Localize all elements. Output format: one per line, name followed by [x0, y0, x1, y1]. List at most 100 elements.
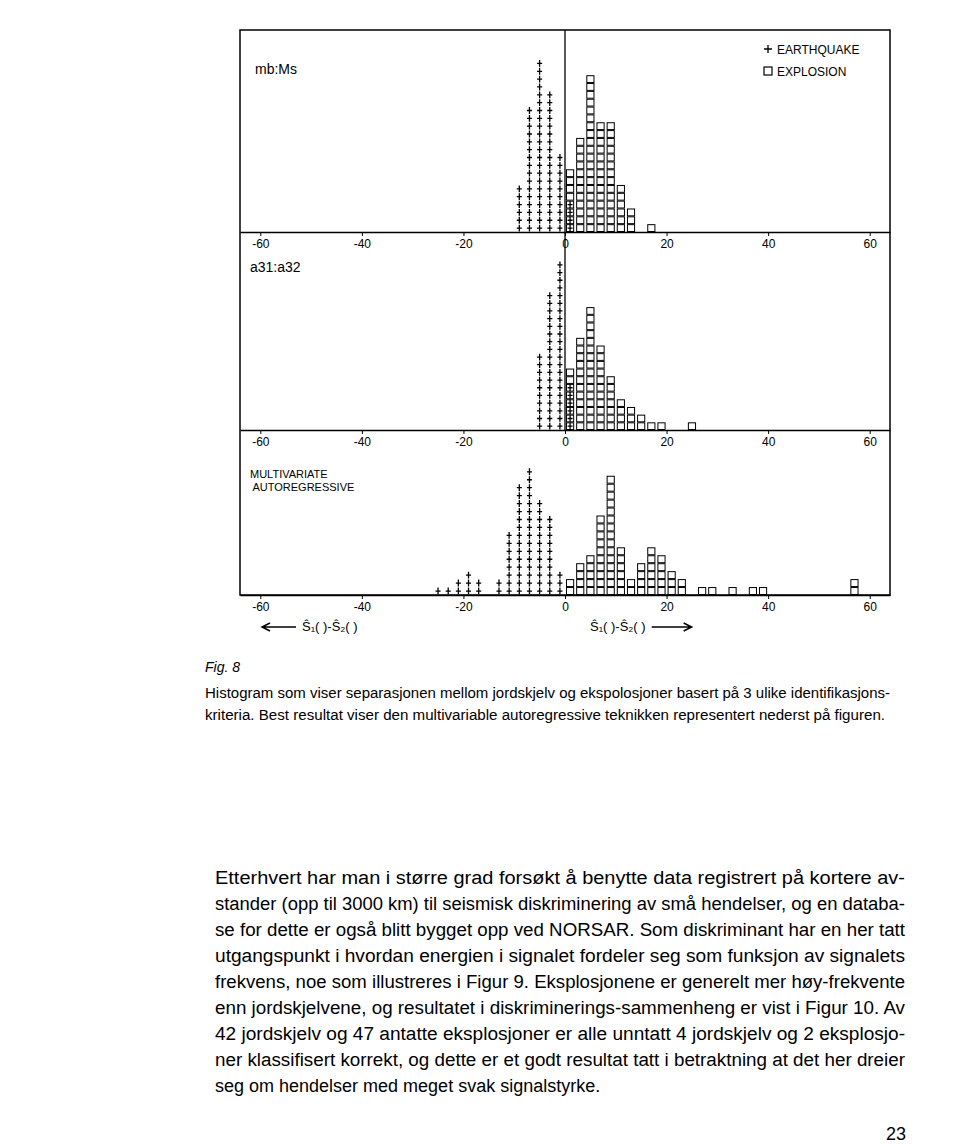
square-symbol — [617, 588, 624, 595]
tick-label: 40 — [762, 435, 776, 449]
plus-symbol — [517, 588, 522, 595]
body-line: utgangspunkt i hvordan energien i signal… — [215, 946, 905, 966]
square-symbol — [567, 423, 574, 430]
legend-label: EXPLOSION — [777, 65, 846, 79]
square-symbol — [567, 170, 574, 177]
square-symbol — [607, 123, 614, 130]
plus-symbol — [476, 588, 481, 595]
square-symbol — [567, 225, 574, 232]
square-symbol — [607, 492, 614, 499]
plus-symbol — [547, 572, 552, 579]
square-symbol — [607, 580, 614, 587]
square-symbol — [587, 354, 594, 361]
square-symbol — [567, 185, 574, 192]
square-symbol — [587, 146, 594, 153]
square-symbol — [587, 564, 594, 571]
plus-symbol — [527, 225, 532, 232]
plus-symbol — [547, 392, 552, 399]
histogram-bar — [658, 556, 665, 595]
plus-symbol — [557, 331, 562, 338]
tick-mark — [667, 232, 668, 236]
plus-symbol — [557, 400, 562, 407]
square-symbol — [607, 500, 614, 507]
square-symbol — [607, 407, 614, 414]
square-symbol — [617, 217, 624, 224]
plus-symbol — [537, 146, 542, 153]
body-line: se for dette er også blitt bygget opp ve… — [215, 920, 905, 940]
plus-symbol — [517, 540, 522, 547]
plus-symbol — [537, 217, 542, 224]
plus-symbol — [517, 564, 522, 571]
plus-symbol — [547, 315, 552, 322]
plus-symbol — [537, 508, 542, 515]
square-symbol — [587, 178, 594, 185]
histogram-bar — [557, 572, 562, 595]
square-symbol — [597, 170, 604, 177]
plus-symbol — [527, 178, 532, 185]
histogram-bar — [496, 580, 501, 595]
plus-symbol — [517, 556, 522, 563]
square-symbol — [587, 423, 594, 430]
square-symbol — [648, 564, 655, 571]
square-symbol — [587, 346, 594, 353]
plus-symbol — [527, 170, 532, 177]
square-symbol — [648, 556, 655, 563]
square-symbol — [607, 170, 614, 177]
tick-mark — [565, 430, 566, 434]
plus-symbol — [547, 369, 552, 376]
square-symbol — [577, 225, 584, 232]
square-symbol — [607, 154, 614, 161]
plus-symbol — [557, 154, 562, 161]
histogram-bar — [567, 369, 574, 429]
tick-label: 20 — [660, 237, 674, 251]
histogram-bar — [568, 201, 573, 231]
square-symbol — [607, 423, 614, 430]
plus-symbol — [496, 588, 501, 595]
plus-symbol — [557, 178, 562, 185]
square-symbol — [597, 384, 604, 391]
square-symbol — [597, 361, 604, 368]
plus-symbol — [517, 524, 522, 531]
square-symbol — [587, 556, 594, 563]
body-line: seg om hendelser med meget svak signalst… — [215, 1076, 600, 1096]
square-symbol — [587, 377, 594, 384]
square-symbol — [638, 588, 645, 595]
histogram-bar — [537, 354, 542, 430]
plus-symbol — [517, 580, 522, 587]
square-symbol — [597, 185, 604, 192]
plus-symbol — [557, 392, 562, 399]
plus-symbol — [557, 315, 562, 322]
plus-symbol — [517, 500, 522, 507]
tick-label: -20 — [455, 237, 473, 251]
plus-symbol — [547, 532, 552, 539]
square-symbol — [587, 392, 594, 399]
plus-symbol — [547, 524, 552, 531]
plus-symbol — [527, 209, 532, 216]
square-symbol — [577, 392, 584, 399]
plus-symbol — [507, 572, 512, 579]
plus-symbol — [456, 580, 461, 587]
tick-label: -20 — [455, 435, 473, 449]
square-symbol — [749, 588, 756, 595]
square-symbol — [577, 162, 584, 169]
square-symbol — [699, 588, 706, 595]
plus-symbol — [517, 572, 522, 579]
square-symbol — [658, 580, 665, 587]
tick-mark — [362, 430, 363, 434]
plus-symbol — [456, 588, 461, 595]
plus-symbol — [537, 532, 542, 539]
square-symbol — [587, 162, 594, 169]
square-symbol — [597, 580, 604, 587]
square-symbol — [587, 138, 594, 145]
plus-symbol — [557, 277, 562, 284]
square-symbol — [638, 572, 645, 579]
square-symbol — [597, 588, 604, 595]
square-symbol — [567, 201, 574, 208]
square-symbol — [607, 146, 614, 153]
square-symbol — [577, 588, 584, 595]
square-symbol — [587, 572, 594, 579]
square-symbol — [597, 524, 604, 531]
square-symbol — [638, 564, 645, 571]
x-tick: -20 — [455, 232, 473, 251]
histogram-bar — [436, 588, 441, 595]
